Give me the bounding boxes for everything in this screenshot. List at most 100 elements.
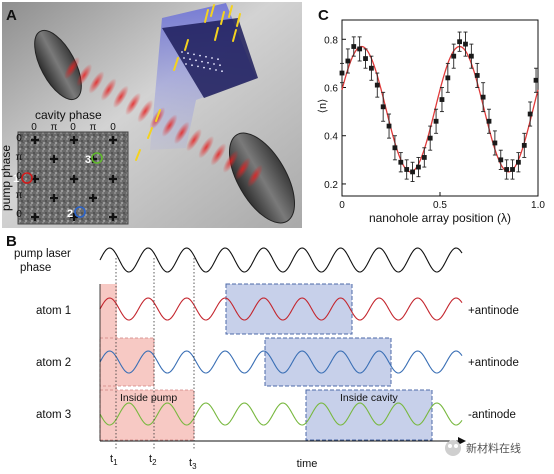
data-point — [427, 135, 433, 141]
nanohole — [215, 69, 217, 71]
nanohole — [209, 67, 211, 70]
atom-3-position: -antinode — [468, 409, 516, 421]
nanohole — [221, 70, 223, 73]
watermark-logo-eye-icon — [448, 444, 452, 448]
nanohole — [205, 55, 207, 58]
inset-image: 1 2 3 — [13, 131, 129, 225]
pump-tick: 0 — [16, 209, 22, 220]
cavity-antinode-spot — [234, 157, 251, 181]
cavity-phase-label: cavity phase — [35, 108, 102, 122]
data-point — [345, 58, 351, 64]
data-point — [504, 167, 510, 172]
data-point — [416, 164, 421, 170]
x-axis-label: nanohole array position (λ) — [369, 211, 511, 225]
watermark-logo-icon — [445, 440, 461, 456]
data-point — [445, 75, 451, 81]
x-tick-label: 1.0 — [531, 200, 545, 211]
cavity-antinode-spot — [222, 150, 239, 173]
lattice-site — [70, 175, 78, 183]
falling-atom — [210, 4, 215, 17]
nanohole — [183, 57, 185, 59]
data-point — [516, 159, 521, 165]
cavity-region-atom3 — [305, 389, 433, 441]
pump-tick: 0 — [16, 133, 22, 144]
data-point — [380, 104, 386, 110]
data-point — [463, 41, 468, 47]
data-point — [533, 77, 539, 83]
data-point — [439, 97, 445, 102]
nanohole — [213, 63, 215, 65]
time-axis-arrow — [458, 437, 466, 445]
data-point — [339, 70, 345, 76]
falling-atom — [220, 11, 225, 25]
nanohole — [191, 64, 193, 67]
falling-atom — [204, 9, 209, 23]
nanohole — [207, 61, 209, 64]
pump-tick: π — [16, 190, 23, 201]
panel-a-letter: A — [6, 7, 17, 24]
atom-1-position: +antinode — [468, 305, 519, 317]
y-axis-label: ⟨n⟩ — [317, 99, 329, 114]
lattice-site — [50, 155, 58, 163]
lattice-site — [109, 175, 117, 183]
y-tick-label: 0.2 — [324, 180, 338, 191]
data-point — [374, 82, 380, 88]
falling-atom — [236, 13, 241, 27]
data-point — [386, 123, 392, 129]
data-point — [510, 167, 515, 172]
falling-atom — [228, 5, 233, 18]
t2-label: t2 — [149, 453, 157, 467]
cavity-region-atom1 — [225, 283, 353, 335]
nanohole — [193, 53, 195, 56]
x-tick-label: 0 — [339, 200, 345, 211]
left-mirror — [34, 30, 82, 100]
atom-2-position: +antinode — [468, 357, 519, 369]
cavity-region-atom2 — [264, 337, 392, 387]
panel-b-letter: B — [6, 233, 17, 250]
data-point — [492, 140, 498, 146]
data-point — [404, 167, 410, 172]
lattice-site — [31, 136, 39, 144]
atom-1-marker — [21, 172, 33, 184]
cavity-antinode-spot — [137, 99, 154, 123]
falling-atom — [232, 29, 237, 42]
y-tick-label: 0.4 — [324, 132, 338, 143]
lattice-site — [109, 136, 117, 144]
cavity-antinode-spot — [210, 143, 227, 166]
nanohole — [197, 65, 199, 68]
right-mirror — [228, 132, 296, 224]
data-point — [357, 46, 363, 52]
pump-trace-label-line1: pump laser — [14, 248, 71, 260]
data-point — [521, 142, 527, 148]
data-point — [468, 53, 474, 59]
cavity-tick: π — [90, 122, 97, 133]
atom-1-label: atom 1 — [36, 305, 71, 317]
lattice-site — [89, 194, 97, 202]
nanohole-dots — [181, 51, 223, 73]
nanohole — [187, 52, 189, 55]
nanohole — [199, 54, 201, 57]
cavity-tick: 0 — [110, 122, 116, 133]
cavity-tick: 0 — [70, 122, 76, 133]
nanohole — [189, 58, 191, 61]
data-point — [369, 65, 374, 71]
nanohole — [201, 60, 203, 63]
data-point — [433, 118, 439, 124]
x-axis-ticks: 0 0.5 1.0 — [339, 192, 545, 211]
atom-2-number: 2 — [67, 208, 73, 220]
falling-atom — [214, 27, 219, 41]
nanohole — [219, 64, 221, 67]
atom-2-marker — [74, 206, 86, 218]
cavity-antinode-spot — [88, 71, 105, 94]
atom-3-label: atom 3 — [36, 409, 71, 421]
data-point — [486, 118, 492, 124]
falling-atom — [155, 109, 161, 122]
inside-pump-label: Inside pump — [120, 392, 177, 404]
cavity-antinode-spot — [76, 63, 93, 87]
falling-atoms — [135, 4, 241, 161]
cavity-antinode-spot — [173, 121, 190, 145]
y-axis-ticks: 0.2 0.4 0.6 0.8 — [324, 35, 346, 191]
data-point — [363, 56, 368, 61]
nanohole — [203, 66, 205, 69]
cavity-antinode-spot — [186, 128, 202, 152]
